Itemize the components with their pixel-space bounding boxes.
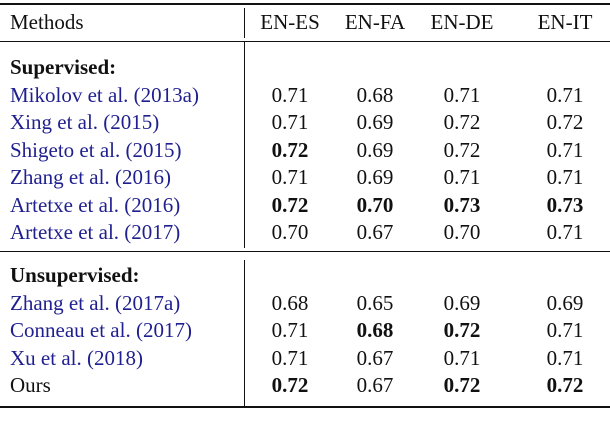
- score: 0.73: [443, 192, 481, 217]
- score: 0.67: [356, 220, 394, 244]
- score: 0.71: [271, 82, 309, 107]
- column-header: EN-DE: [430, 10, 494, 34]
- score: 0.69: [356, 110, 394, 134]
- score: 0.65: [356, 290, 394, 315]
- score: 0.72: [271, 137, 309, 162]
- section-title: Unsupervised:: [10, 263, 140, 287]
- score: 0.72: [443, 137, 481, 162]
- score: 0.69: [546, 290, 584, 315]
- score: 0.71: [443, 165, 481, 189]
- method-name: Artetxe et al. (2017): [10, 220, 181, 244]
- score: 0.67: [356, 345, 394, 370]
- column-header: EN-ES: [260, 10, 320, 34]
- score: 0.71: [271, 110, 309, 134]
- method-name: Shigeto et al. (2015): [10, 137, 182, 162]
- score: 0.71: [271, 345, 309, 370]
- score: 0.70: [443, 220, 481, 244]
- method-name: Mikolov et al. (2013a): [10, 82, 199, 107]
- score: 0.72: [443, 110, 481, 134]
- score: 0.71: [546, 318, 584, 342]
- method-name: Zhang et al. (2016): [10, 165, 171, 189]
- method-name: Xu et al. (2018): [10, 345, 143, 370]
- score: 0.72: [546, 110, 584, 134]
- top-rule: [0, 3, 610, 5]
- column-header: EN-FA: [344, 10, 406, 34]
- score: 0.72: [546, 373, 584, 397]
- score: 0.71: [546, 345, 584, 370]
- score: 0.69: [443, 290, 481, 315]
- score: 0.71: [546, 165, 584, 189]
- bottom-rule: [0, 406, 610, 408]
- method-name: Artetxe et al. (2016): [10, 192, 181, 217]
- score: 0.71: [443, 345, 481, 370]
- method-name: Ours: [10, 373, 51, 397]
- score: 0.70: [271, 220, 309, 244]
- score: 0.69: [356, 137, 394, 162]
- score: 0.67: [356, 373, 394, 397]
- column-divider: [244, 260, 245, 406]
- score: 0.71: [546, 220, 584, 244]
- score: 0.68: [356, 318, 394, 342]
- score: 0.71: [271, 165, 309, 189]
- column-header: Methods: [10, 10, 84, 34]
- method-name: Conneau et al. (2017): [10, 318, 192, 342]
- score: 0.71: [271, 318, 309, 342]
- mid-rule: [0, 251, 610, 252]
- score: 0.70: [356, 192, 394, 217]
- header-rule: [0, 41, 610, 42]
- score: 0.73: [546, 192, 584, 217]
- score: 0.72: [271, 373, 309, 397]
- score: 0.71: [546, 82, 584, 107]
- section-title: Supervised:: [10, 55, 117, 79]
- column-divider: [244, 42, 245, 248]
- score: 0.72: [443, 373, 481, 397]
- method-name: Zhang et al. (2017a): [10, 290, 181, 315]
- score: 0.68: [271, 290, 309, 315]
- score: 0.72: [443, 318, 481, 342]
- column-header: EN-IT: [537, 10, 593, 34]
- score: 0.72: [271, 192, 309, 217]
- column-divider: [244, 8, 245, 38]
- score: 0.71: [443, 82, 481, 107]
- score: 0.69: [356, 165, 394, 189]
- score: 0.71: [546, 137, 584, 162]
- score: 0.68: [356, 82, 394, 107]
- method-name: Xing et al. (2015): [10, 110, 160, 134]
